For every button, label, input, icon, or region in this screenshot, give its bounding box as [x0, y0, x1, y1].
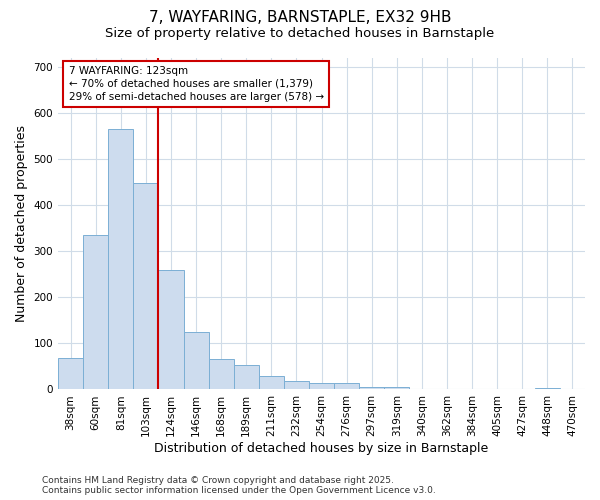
Text: 7, WAYFARING, BARNSTAPLE, EX32 9HB: 7, WAYFARING, BARNSTAPLE, EX32 9HB [149, 10, 451, 25]
Bar [83, 235, 108, 390]
Text: Contains HM Land Registry data © Crown copyright and database right 2025.
Contai: Contains HM Land Registry data © Crown c… [42, 476, 436, 495]
Bar [284, 381, 309, 390]
Bar [309, 382, 334, 390]
Bar [334, 384, 359, 390]
Bar [384, 386, 409, 390]
Text: Size of property relative to detached houses in Barnstaple: Size of property relative to detached ho… [106, 28, 494, 40]
Bar [209, 360, 233, 390]
X-axis label: Distribution of detached houses by size in Barnstaple: Distribution of detached houses by size … [154, 442, 488, 455]
Bar [184, 332, 209, 390]
Bar [535, 388, 560, 390]
Bar [108, 129, 133, 390]
Bar [259, 376, 284, 390]
Text: 7 WAYFARING: 123sqm
← 70% of detached houses are smaller (1,379)
29% of semi-det: 7 WAYFARING: 123sqm ← 70% of detached ho… [68, 66, 324, 102]
Y-axis label: Number of detached properties: Number of detached properties [15, 125, 28, 322]
Bar [58, 358, 83, 390]
Bar [359, 387, 384, 390]
Bar [133, 183, 158, 390]
Bar [233, 366, 259, 390]
Bar [158, 270, 184, 390]
